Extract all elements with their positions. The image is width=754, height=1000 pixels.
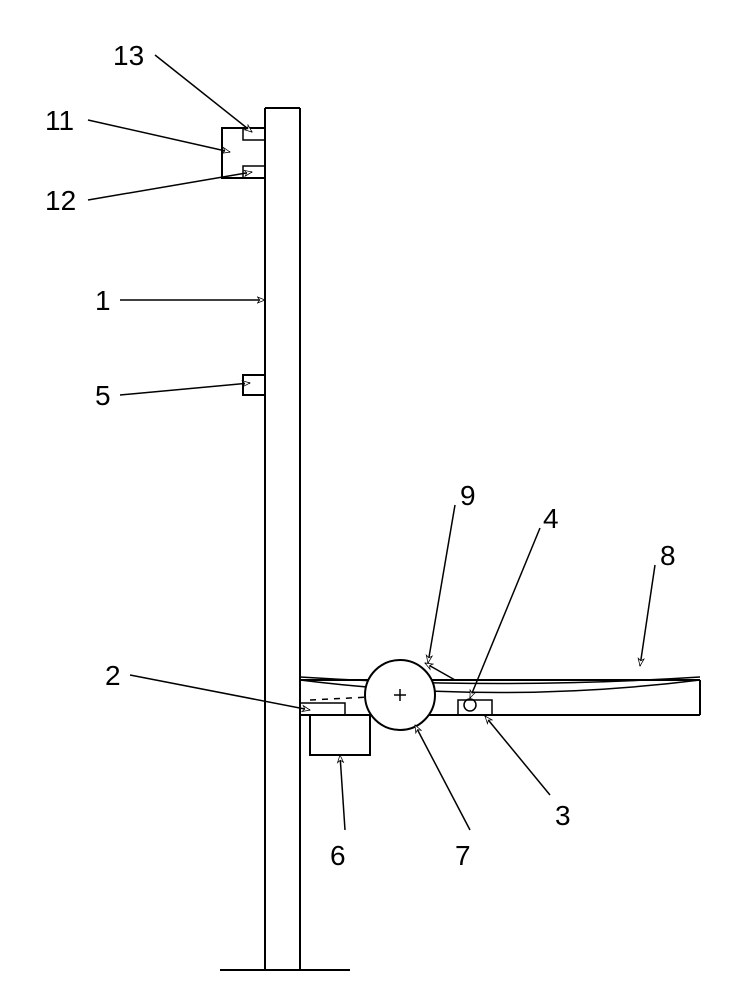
label-13: 13: [113, 40, 144, 71]
label-12: 12: [45, 185, 76, 216]
leader-line-6: [340, 755, 345, 830]
leader-line-7: [415, 725, 470, 830]
label-1: 1: [95, 285, 111, 316]
leader-line-3: [485, 716, 550, 795]
leader-line-13: [155, 55, 252, 132]
leader-line-9b: [428, 505, 455, 663]
leader-line-2: [130, 675, 310, 710]
leader-line-11: [88, 120, 230, 152]
label-2: 2: [105, 660, 121, 691]
label-9: 9: [460, 480, 476, 511]
label-8: 8: [660, 540, 676, 571]
label-4: 4: [543, 503, 559, 534]
leader-line-12: [88, 172, 252, 200]
label-3: 3: [555, 800, 571, 831]
leader-line-5: [120, 383, 250, 395]
leader-line-4: [470, 528, 540, 698]
label-7: 7: [455, 840, 471, 871]
label-5: 5: [95, 380, 111, 411]
label-6: 6: [330, 840, 346, 871]
label-11: 11: [45, 105, 74, 136]
leader-line-8: [640, 565, 655, 666]
technical-diagram: 13 11 12 1 5 9 4 8 2 6 7 3: [0, 0, 754, 1000]
